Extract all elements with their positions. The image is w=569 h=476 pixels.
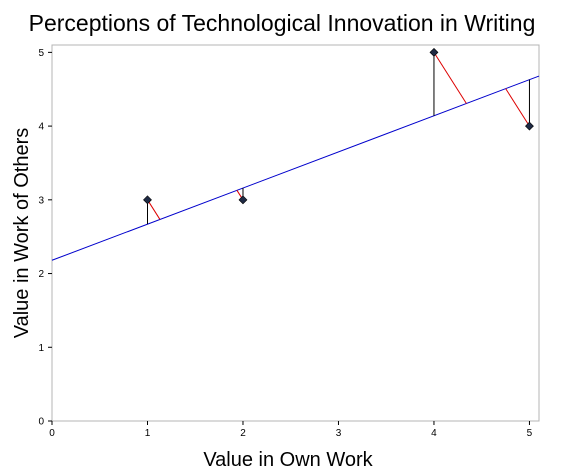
x-tick-label: 1 bbox=[145, 428, 151, 439]
y-tick-label: 2 bbox=[38, 269, 44, 280]
x-axis-label: Value in Own Work bbox=[203, 449, 373, 471]
x-tick-label: 2 bbox=[240, 428, 246, 439]
y-axis-label: Value in Work of Others bbox=[11, 128, 33, 338]
data-point bbox=[429, 47, 439, 57]
chart-title: Perceptions of Technological Innovation … bbox=[29, 10, 536, 36]
y-tick-label: 1 bbox=[38, 343, 44, 354]
plot-area bbox=[51, 44, 540, 422]
x-tick-label: 3 bbox=[336, 428, 342, 439]
y-axis-ticks: 0 1 2 3 4 5 bbox=[38, 48, 52, 428]
y-tick-label: 5 bbox=[38, 48, 44, 59]
x-tick-label: 0 bbox=[49, 428, 55, 439]
y-tick-label: 0 bbox=[38, 417, 44, 428]
y-tick-label: 3 bbox=[38, 195, 44, 206]
regression-line bbox=[51, 75, 540, 261]
x-tick-label: 5 bbox=[527, 428, 533, 439]
data-point bbox=[238, 195, 248, 205]
perpendicular-residual bbox=[433, 52, 467, 104]
x-axis-ticks: 0 1 2 3 4 5 bbox=[49, 421, 533, 439]
y-tick-label: 4 bbox=[38, 122, 44, 133]
data-points-group bbox=[143, 47, 534, 205]
data-point bbox=[143, 195, 152, 205]
data-point bbox=[525, 121, 534, 131]
regression-line-group bbox=[51, 75, 540, 261]
x-tick-label: 4 bbox=[431, 428, 437, 439]
perpendicular-residual bbox=[505, 88, 530, 127]
perpendicular-residual bbox=[147, 199, 161, 220]
